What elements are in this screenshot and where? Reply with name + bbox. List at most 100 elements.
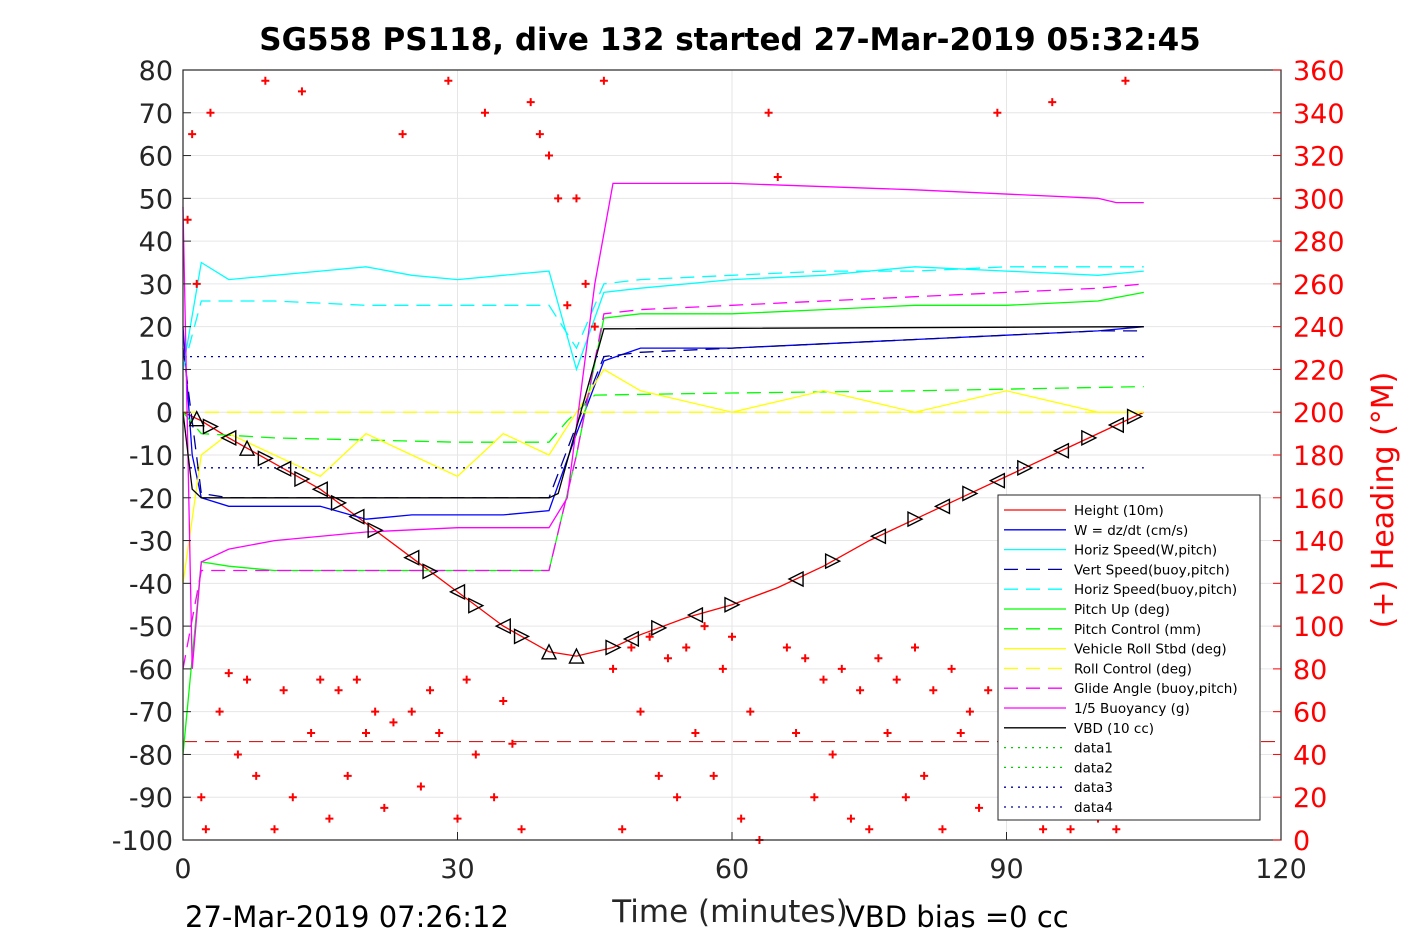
legend-label: data3 (1074, 780, 1113, 796)
height-marker (494, 617, 511, 635)
heading-point (362, 729, 370, 738)
footer-vbd-bias: VBD bias =0 cc (845, 900, 1069, 934)
height-marker (824, 552, 842, 570)
heading-point (892, 675, 901, 684)
heading-point (572, 194, 581, 203)
x-tick-label: 30 (440, 854, 474, 885)
heading-point (183, 215, 192, 224)
heading-point (636, 707, 645, 716)
heading-point (334, 686, 343, 695)
heading-point (316, 675, 325, 684)
x-axis: 0 30 60 90 120 (174, 832, 1307, 885)
height-marker (367, 522, 384, 539)
legend-label: W = dz/dt (cm/s) (1074, 523, 1188, 539)
heading-point (307, 729, 316, 738)
height-marker (962, 485, 979, 502)
heading-point (792, 729, 801, 738)
height-marker (787, 570, 804, 588)
heading-point (471, 750, 480, 759)
left-tick-label: -80 (129, 740, 173, 771)
series-line (182, 261, 1144, 372)
height-marker (422, 563, 439, 580)
right-tick-label: 120 (1293, 569, 1345, 600)
right-tick-label: 240 (1293, 313, 1345, 344)
heading-point (746, 707, 755, 716)
heading-point (480, 108, 489, 117)
legend-label: Horiz Speed(W,pitch) (1074, 543, 1217, 559)
heading-point (215, 707, 224, 716)
heading-point (645, 632, 654, 641)
heading-point (682, 643, 691, 652)
series-line (182, 283, 1144, 670)
heading-point (773, 172, 782, 181)
left-tick-label: -60 (129, 655, 173, 686)
heading-point (490, 793, 499, 802)
left-axis: 80 70 60 50 40 30 20 10 0 -10 -20 -30 -40 -50 -60 -70 -8… (112, 56, 191, 857)
heading-point (435, 729, 444, 738)
heading-point (453, 814, 462, 823)
heading-point (563, 301, 572, 310)
x-tick-label: 60 (715, 854, 749, 885)
left-tick-label: 30 (139, 270, 173, 301)
heading-point (874, 654, 883, 663)
height-marker (1126, 408, 1144, 425)
heading-point (828, 750, 837, 759)
height-marker (448, 583, 466, 601)
heading-point (224, 669, 233, 678)
legend-label: Horiz Speed(buoy,pitch) (1074, 582, 1237, 598)
series-layer (182, 182, 1281, 755)
height-marker (907, 511, 924, 528)
heading-point (618, 825, 627, 834)
heading-point (581, 279, 590, 288)
heading-point (654, 771, 663, 780)
series-line (182, 385, 1144, 443)
footer-timestamp: 27-Mar-2019 07:26:12 (185, 900, 509, 934)
series-line (182, 182, 1144, 669)
left-tick-label: 70 (139, 99, 173, 130)
heading-point (782, 643, 791, 652)
right-tick-label: 80 (1293, 655, 1327, 686)
right-tick-label: 0 (1293, 826, 1310, 857)
heading-point (416, 782, 425, 791)
right-tick-label: 220 (1293, 355, 1345, 386)
heading-point (206, 108, 215, 117)
height-marker (686, 606, 704, 624)
heading-point (865, 825, 874, 834)
heading-point (673, 793, 682, 802)
heading-point (389, 718, 398, 727)
heading-point (764, 108, 773, 117)
heading-point (810, 793, 819, 802)
heading-point (819, 675, 828, 684)
heading-point (1039, 825, 1048, 834)
left-tick-label: 50 (139, 184, 173, 215)
right-tick-label: 280 (1293, 227, 1345, 258)
legend-label: Pitch Control (mm) (1074, 622, 1201, 638)
x-tick-label: 120 (1255, 854, 1307, 885)
right-tick-label: 200 (1293, 398, 1345, 429)
heading-point (691, 729, 700, 738)
x-tick-label: 0 (174, 854, 191, 885)
height-marker (540, 643, 558, 660)
height-marker (468, 597, 485, 614)
left-tick-label: -90 (129, 783, 173, 814)
left-tick-label: 40 (139, 227, 173, 258)
heading-point (590, 322, 599, 331)
height-marker (202, 418, 220, 435)
left-tick-label: -40 (129, 569, 173, 600)
height-marker (605, 639, 622, 656)
heading-point (663, 654, 672, 663)
heading-point (911, 643, 919, 652)
height-marker (869, 528, 887, 545)
height-marker (311, 481, 328, 498)
heading-point (956, 729, 965, 738)
legend-label: Glide Angle (buoy,pitch) (1074, 681, 1238, 697)
height-marker (651, 619, 668, 636)
legend-label: Pitch Up (deg) (1074, 602, 1170, 618)
heading-point (883, 729, 892, 738)
right-tick-label: 320 (1293, 142, 1345, 173)
x-axis-label: Time (minutes) (611, 894, 847, 930)
heading-point (499, 696, 508, 705)
heading-point (517, 825, 526, 834)
right-tick-label: 100 (1293, 612, 1345, 643)
